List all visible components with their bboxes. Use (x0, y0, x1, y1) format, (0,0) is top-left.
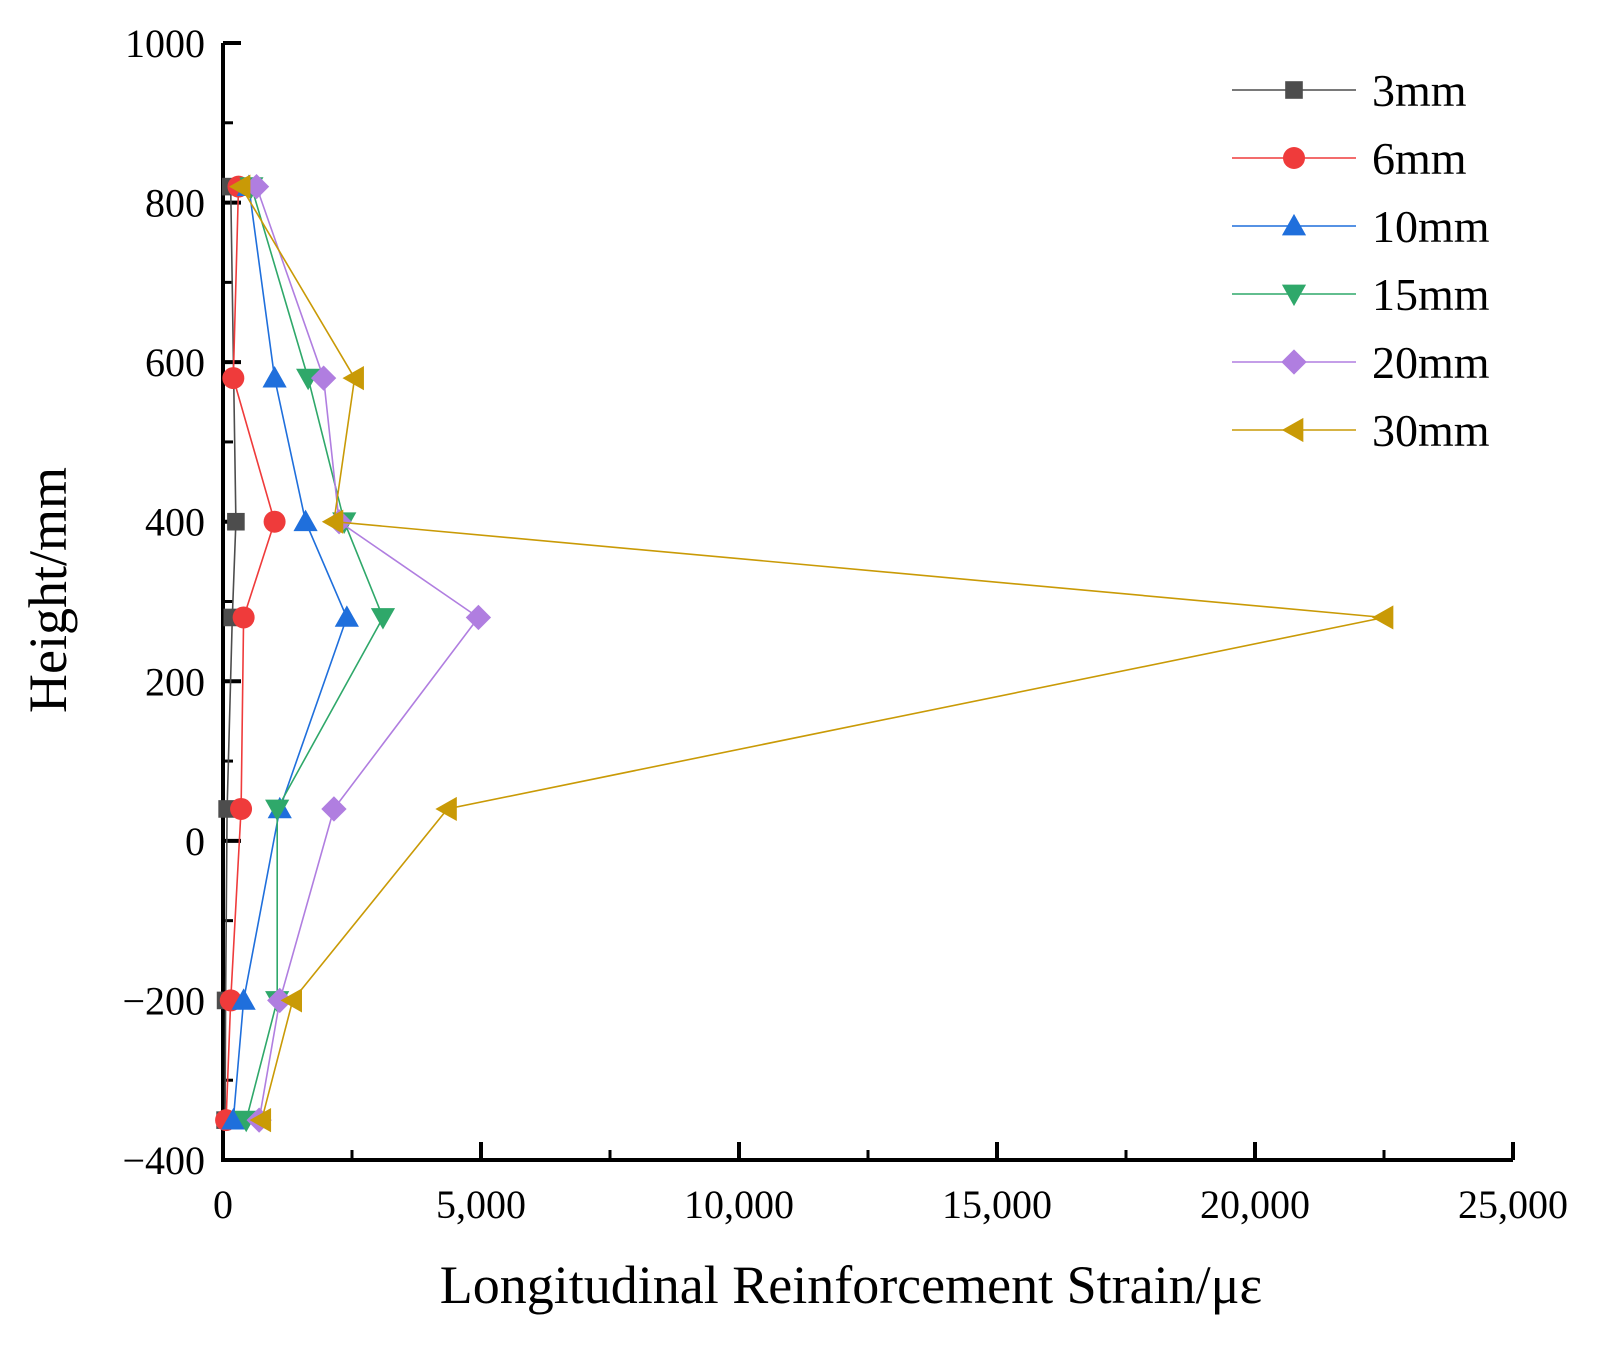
data-point (321, 509, 344, 534)
y-tick-label: 0 (185, 819, 205, 864)
legend-label: 20mm (1372, 337, 1490, 388)
x-axis-title: Longitudinal Reinforcement Strain/με (440, 1255, 1262, 1315)
data-point (465, 604, 492, 631)
x-tick-label: 10,000 (684, 1182, 794, 1227)
x-tick-label: 15,000 (942, 1182, 1052, 1227)
y-tick-label: 600 (145, 340, 205, 385)
data-point (232, 606, 255, 629)
axis-ticks: 0 5,000 10,000 15,000 20,000 25,000 −400 −200 0 2… (122, 21, 1568, 1227)
y-tick-label: 1000 (125, 21, 205, 66)
legend-item: 3mm (1232, 65, 1467, 116)
data-point (227, 512, 245, 531)
data-point (296, 368, 321, 391)
series-15mm (234, 177, 396, 1133)
legend-item: 15mm (1232, 269, 1490, 320)
x-tick-label: 5,000 (436, 1182, 526, 1227)
legend-marker (1283, 147, 1305, 169)
data-point (267, 987, 293, 1014)
legend-marker (1281, 284, 1307, 307)
data-point (293, 509, 318, 532)
data-point (370, 608, 396, 630)
legend: 3mm 6mm 10mm 15mm 20mm 30mm (1232, 65, 1490, 456)
data-point (310, 365, 337, 391)
legend-marker (1281, 349, 1307, 375)
legend-label: 10mm (1372, 201, 1490, 252)
data-point (228, 174, 251, 199)
series-line (224, 186, 237, 1121)
x-tick-label: 25,000 (1458, 1182, 1568, 1227)
data-point (221, 1108, 246, 1130)
y-tick-label: −400 (122, 1138, 205, 1183)
y-tick-label: 400 (145, 500, 205, 545)
data-point (230, 797, 253, 820)
x-tick-label: 20,000 (1200, 1182, 1310, 1227)
data-point (231, 988, 256, 1010)
legend-marker (1281, 213, 1307, 236)
legend-label: 30mm (1372, 405, 1490, 456)
y-tick-label: 200 (145, 659, 205, 704)
data-point (342, 366, 364, 391)
legend-item: 6mm (1232, 133, 1467, 184)
legend-item: 30mm (1232, 405, 1490, 456)
series-layer (215, 173, 1394, 1133)
series-line (232, 186, 348, 1121)
legend-marker (1281, 417, 1304, 443)
data-point (334, 605, 359, 627)
axes (221, 43, 1513, 1162)
series-3mm (216, 177, 245, 1129)
legend-label: 6mm (1372, 133, 1467, 184)
legend-label: 3mm (1372, 65, 1467, 116)
data-point (222, 367, 245, 390)
y-axis-title: Height/mm (18, 467, 78, 713)
data-point (1371, 605, 1394, 630)
series-line (245, 186, 384, 1121)
legend-marker (1285, 81, 1303, 99)
data-point (435, 796, 457, 822)
data-point (243, 173, 270, 200)
data-point (249, 1108, 272, 1133)
data-point (262, 366, 287, 388)
series-line (240, 186, 1385, 1121)
data-point (321, 796, 347, 822)
x-tick-label: 0 (213, 1182, 233, 1227)
data-point (263, 510, 286, 533)
data-point (280, 988, 303, 1013)
series-30mm (228, 174, 1394, 1133)
series-line (255, 186, 480, 1121)
y-tick-label: 800 (145, 181, 205, 226)
y-tick-label: −200 (122, 978, 205, 1023)
series-20mm (243, 173, 492, 1133)
legend-item: 20mm (1232, 337, 1490, 388)
data-point (265, 799, 290, 822)
legend-item: 10mm (1232, 201, 1490, 252)
legend-label: 15mm (1372, 269, 1490, 320)
